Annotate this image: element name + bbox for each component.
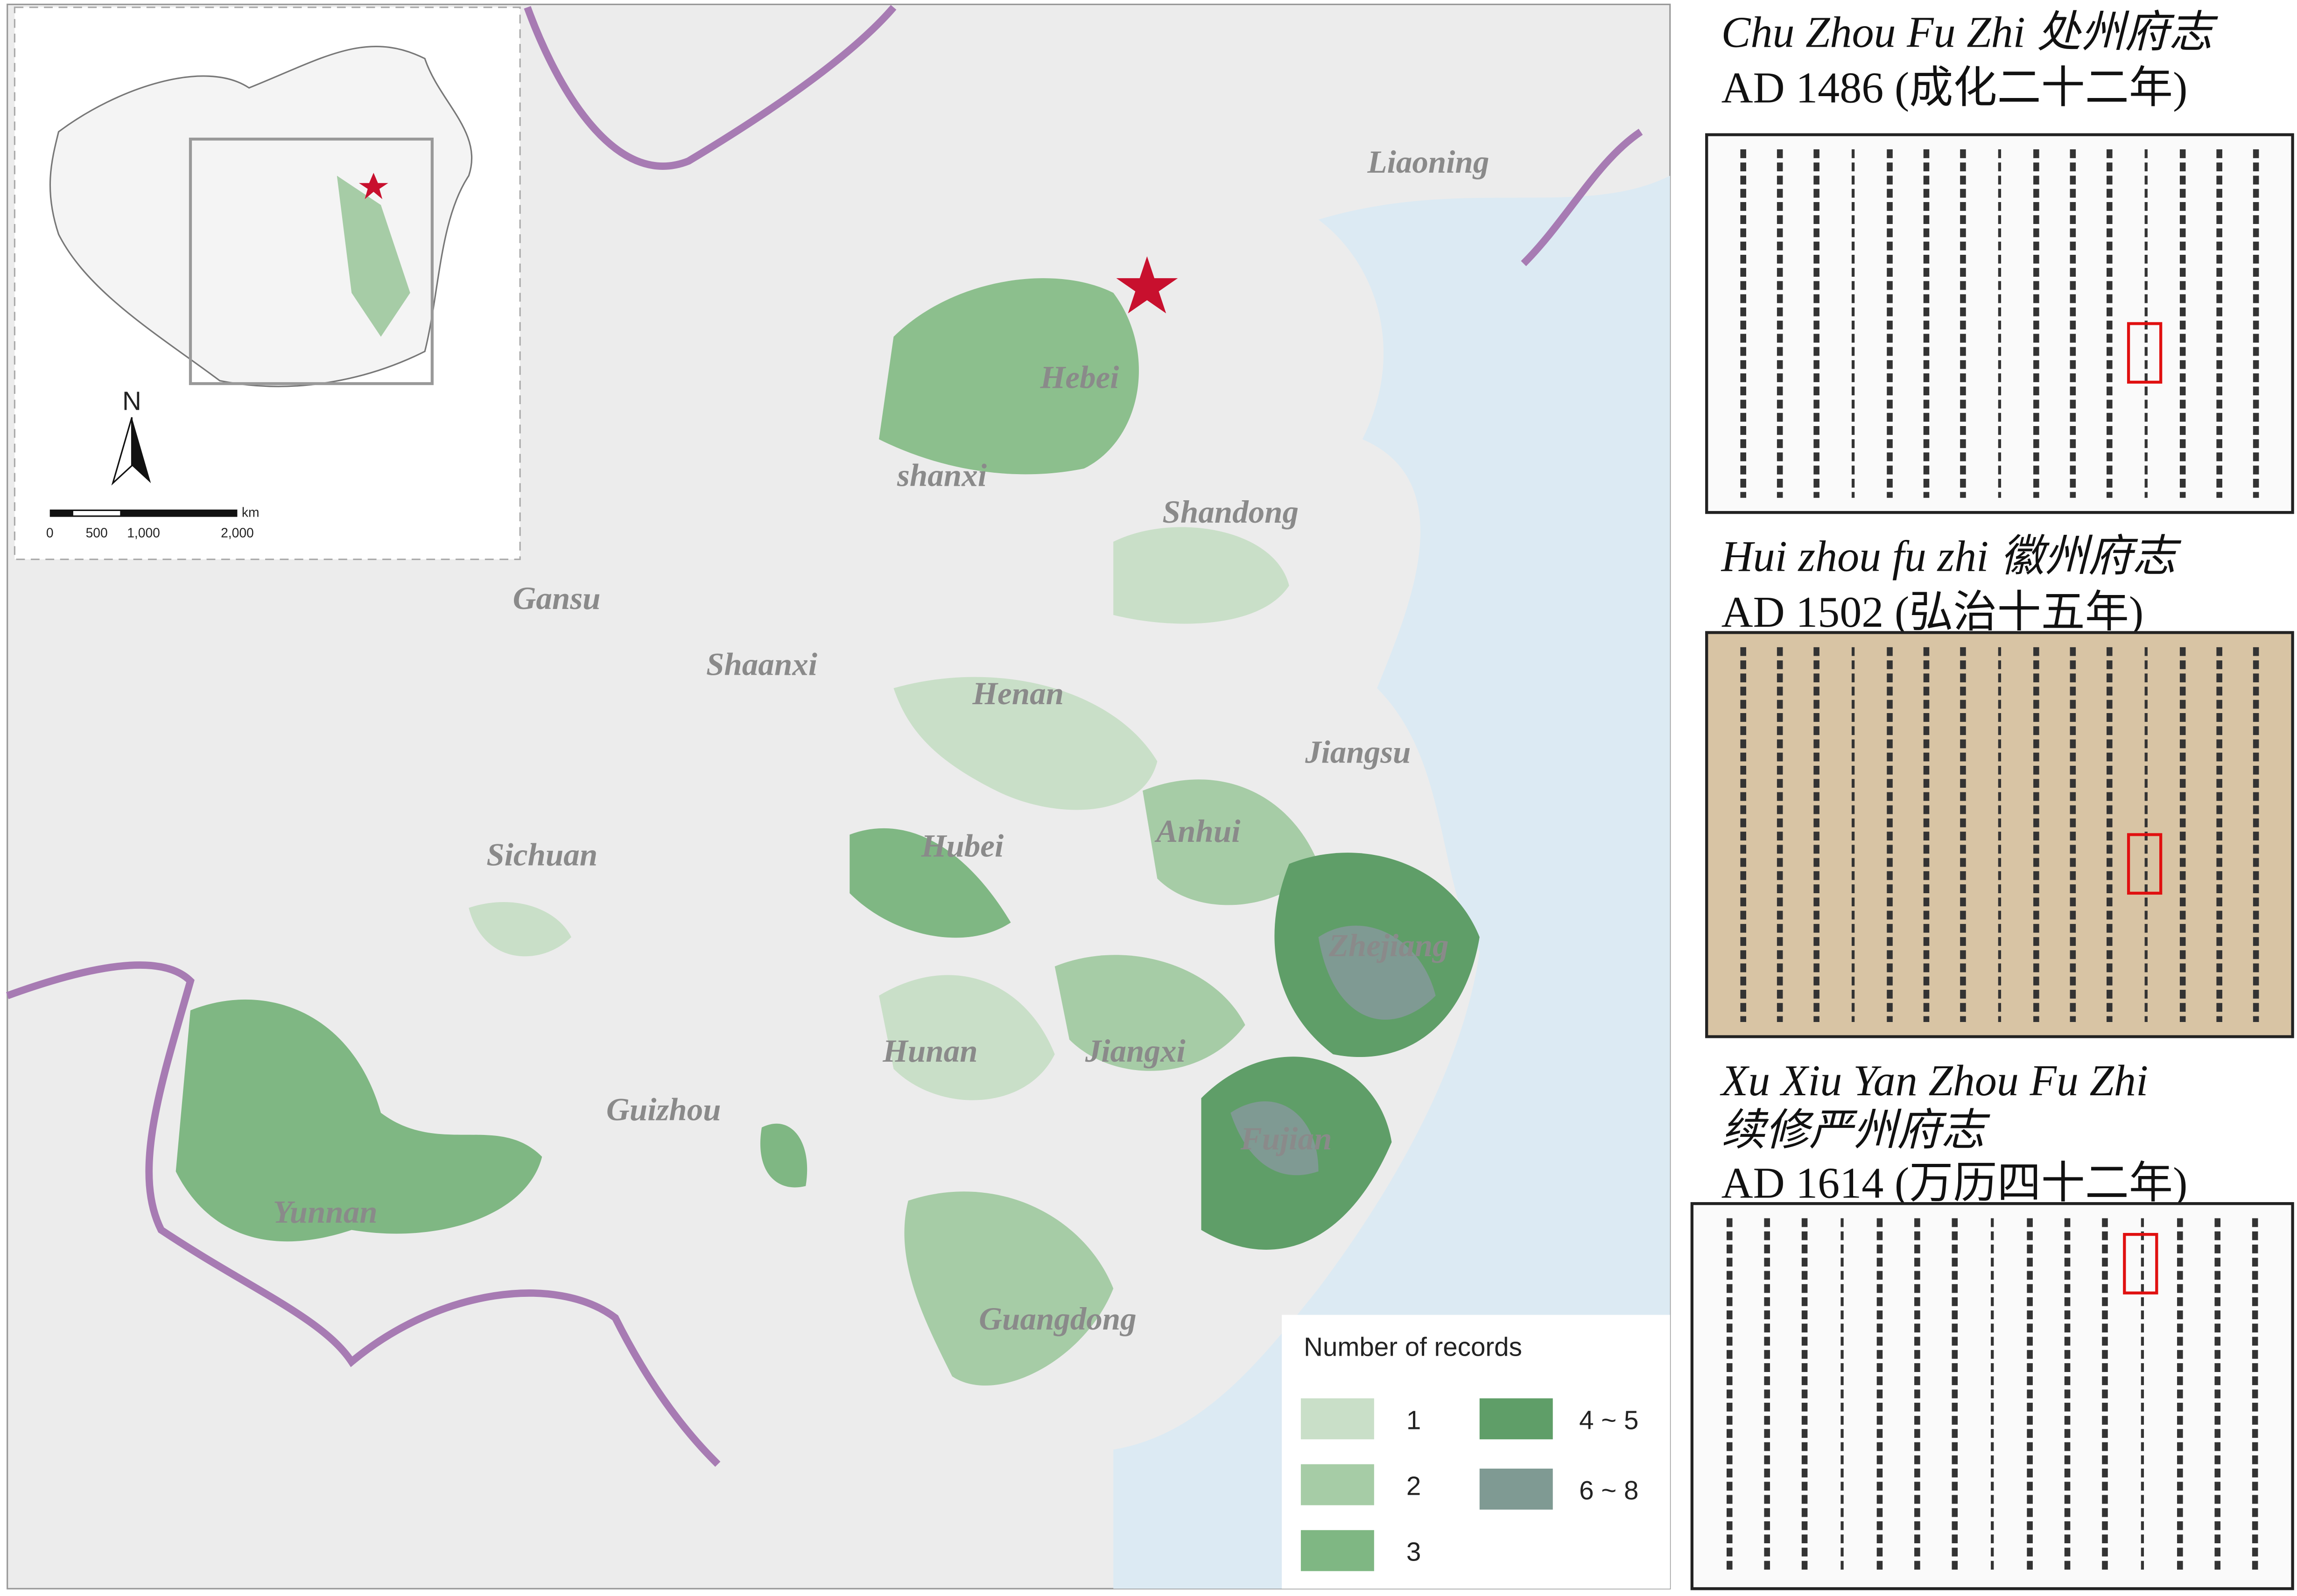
legend-label: 6 ~ 8 <box>1579 1476 1638 1505</box>
province-labels: Liaoning Hebei shanxi Shandong Gansu Shaanxi H… <box>273 144 1489 1337</box>
north-label: N <box>122 386 141 416</box>
legend-swatch <box>1479 1398 1553 1440</box>
region <box>176 999 542 1242</box>
scale-bar <box>73 511 120 516</box>
doc-title-chinese: 徽州府志 <box>2000 532 2181 581</box>
inset-star <box>358 173 388 199</box>
province-label: Liaoning <box>1367 144 1489 180</box>
legend-label: 3 <box>1406 1537 1421 1567</box>
legend-label: 2 <box>1406 1471 1421 1501</box>
province-label: shanxi <box>897 457 987 493</box>
region <box>1113 527 1289 624</box>
region <box>904 1191 1114 1386</box>
capital-star <box>1116 256 1178 314</box>
region <box>1318 925 1436 1020</box>
documents: Chu Zhou Fu Zhi 处州府志 AD 1486 (成化二十二年) Hui z… <box>1690 8 2294 1590</box>
legend-label: 1 <box>1406 1405 1421 1435</box>
legend: Number of records 1 2 3 4 ~ 5 6 ~ 8 <box>1300 1332 1638 1571</box>
legend-swatch <box>1300 1398 1374 1440</box>
doc-title-latin: Chu Zhou Fu Zhi <box>1721 8 2025 56</box>
province-label: Jiangsu <box>1305 734 1411 770</box>
legend-label: 4 ~ 5 <box>1579 1405 1638 1435</box>
region <box>893 677 1158 810</box>
doc-title-latin: Hui zhou fu zhi <box>1721 532 1989 581</box>
border <box>524 5 897 170</box>
north-arrow <box>111 417 133 486</box>
province-label: Guangdong <box>979 1301 1137 1337</box>
north-arrow <box>132 417 151 483</box>
doc-title-chinese: 续修严州府志 <box>1721 1106 1991 1155</box>
region <box>850 828 1011 938</box>
border <box>1521 128 1643 266</box>
doc-date: AD 1486 (成化二十二年) <box>1721 64 2188 112</box>
province-label: Shaanxi <box>706 646 817 682</box>
scale-label: 500 <box>86 525 108 540</box>
province-label: Henan <box>972 675 1064 711</box>
region <box>879 278 1139 475</box>
doc-date: AD 1502 (弘治十五年) <box>1721 588 2144 637</box>
scale-labels: 0 500 1,000 2,000 <box>46 525 254 540</box>
legend-swatch <box>1479 1469 1553 1510</box>
province-label: Shandong <box>1162 494 1299 530</box>
province-label: Guizhou <box>606 1091 721 1127</box>
doc-title-latin: Xu Xiu Yan Zhou Fu Zhi <box>1720 1057 2149 1105</box>
province-label: Jiangxi <box>1085 1033 1186 1069</box>
doc-title: Chu Zhou Fu Zhi 处州府志 <box>1721 8 2219 56</box>
inset-extent <box>189 137 434 385</box>
province-label: Hunan <box>882 1033 977 1069</box>
province-label: Sichuan <box>486 836 597 872</box>
scale-label: 1,000 <box>127 525 160 540</box>
province-label: Gansu <box>513 580 601 616</box>
doc-title: Hui zhou fu zhi 徽州府志 <box>1721 532 2182 581</box>
scale-unit: km <box>242 505 260 520</box>
scale-label: 2,000 <box>221 525 254 540</box>
region <box>1142 779 1319 905</box>
province-label: Hubei <box>921 828 1004 864</box>
doc-date: AD 1614 (万历四十二年) <box>1721 1159 2188 1208</box>
region <box>1230 1101 1319 1176</box>
province-label: Zhejiang <box>1328 927 1449 963</box>
border <box>6 961 721 1467</box>
province-label: Yunnan <box>273 1194 378 1230</box>
record-regions <box>176 278 1480 1386</box>
sea <box>1113 175 1670 1589</box>
legend-swatch <box>1300 1530 1374 1571</box>
doc-title-chinese: 处州府志 <box>2037 8 2218 56</box>
highlight <box>2127 322 2163 384</box>
region <box>760 1123 808 1188</box>
region <box>1054 955 1245 1071</box>
region <box>469 902 571 957</box>
inset-region <box>337 175 410 337</box>
province-label: Anhui <box>1154 813 1240 849</box>
legend-title: Number of records <box>1304 1332 1522 1361</box>
province-label: Fujian <box>1240 1120 1332 1156</box>
legend-swatch <box>1300 1464 1374 1505</box>
highlight <box>2123 1232 2158 1295</box>
scale-label: 0 <box>46 525 54 540</box>
region <box>879 975 1055 1100</box>
province-label: Hebei <box>1040 359 1119 395</box>
highlight <box>2127 833 2163 895</box>
